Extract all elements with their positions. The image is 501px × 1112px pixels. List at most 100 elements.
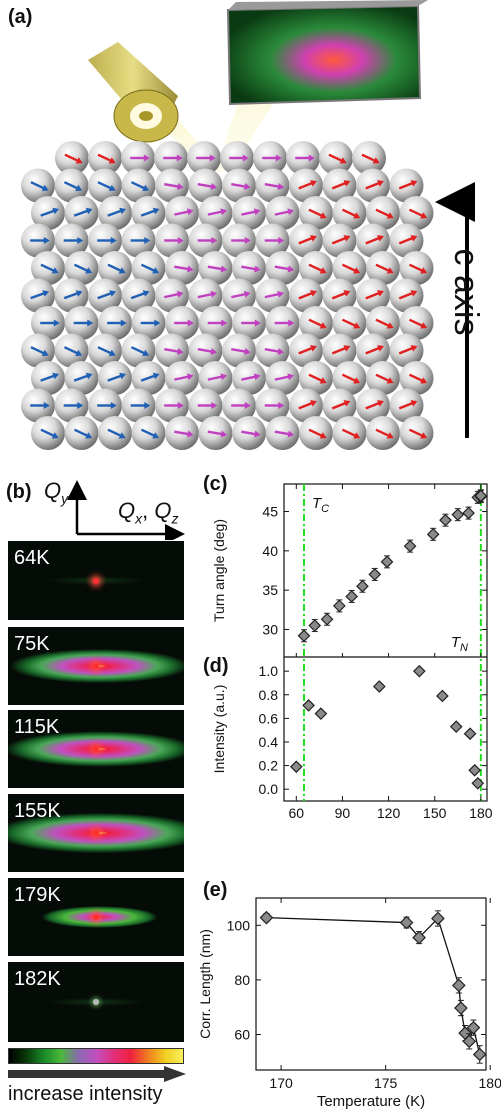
x-tick-label: 120 [377,805,401,820]
spin-site [121,388,156,423]
spin-site [64,361,99,395]
spin-site [98,416,132,450]
spin-arrow [331,236,348,245]
series-line [266,917,481,1055]
spin-arrow [241,375,257,381]
data-point [412,664,426,678]
spin-arrow [361,153,377,163]
spin-site [332,196,367,230]
spin-site [88,333,122,368]
spin-arrow [408,263,425,273]
panel-label-c: (c) [203,473,228,495]
spin-arrow [174,430,190,436]
spin-site [299,416,333,450]
spin-arrow [231,182,247,189]
spin-site [399,196,434,230]
data-point [462,506,475,520]
x-tick-label: 170 [269,1075,293,1091]
diffraction-tile: 155K [8,794,184,872]
spin-site [356,333,390,368]
spin-site [21,168,55,203]
spin-arrow [130,346,147,355]
spin-arrow [274,430,291,436]
spin-site [31,416,65,450]
spin-arrow [331,181,348,190]
spin-site [356,168,390,203]
xray-source-cone [88,42,179,143]
spin-arrow [207,375,224,381]
spin-site [54,168,89,203]
spin-arrow [107,263,123,273]
spin-arrow [63,291,80,300]
data-point [471,776,485,790]
spin-site [31,306,65,340]
data-point [472,1047,487,1062]
spin-site [366,196,400,230]
correlation-length-chart: 60 80 100 170 175 180 Corr. Length (nm) Tempera… [197,897,501,1110]
spin-site [165,251,199,285]
x-tick-label: 90 [335,805,351,820]
spin-site [289,168,323,203]
spin-site [165,416,199,450]
y-tick-label: 60 [234,1027,250,1043]
spin-site [31,361,65,395]
tc-label: TC [312,495,329,515]
c-axis-label: c axis [447,248,485,336]
spin-site [188,278,223,313]
spin-arrow [197,182,214,189]
x-tick-label: 60 [289,805,305,820]
spin-arrow [207,430,224,436]
spin-arrow [73,209,90,217]
data-point [451,978,466,993]
spin-site [121,168,156,203]
spin-arrow [197,347,214,354]
spin-site [366,251,400,285]
spin-arrow [331,346,348,355]
spin-site [265,416,300,450]
data-point [380,555,394,569]
spin-arrow [398,236,415,245]
panel-label-e: (e) [203,879,228,901]
spin-arrow [174,265,190,271]
spin-site [155,388,189,423]
temperature-label: 64K [14,547,50,569]
spin-site [253,141,287,175]
spin-arrow [107,374,123,382]
data-point [368,568,382,581]
spin-arrow [231,292,247,299]
spin-site [322,388,357,423]
spin-arrow [365,236,381,245]
spin-site [255,168,290,203]
spin-site [389,388,424,423]
spin-arrow [341,428,358,438]
spin-arrow [40,209,56,217]
spin-site [222,223,256,258]
spin-site [299,361,333,395]
data-point [436,689,449,703]
spin-site [319,141,353,175]
spin-arrow [73,374,90,382]
data-point [462,1034,477,1049]
spin-arrow [140,263,157,273]
y-axis-title-d: Intensity (a.u.) [211,685,227,774]
y-axis-title-c: Turn angle (deg) [211,519,227,622]
spin-site [289,388,323,423]
diffraction-tile: 115K [8,710,184,788]
spin-site [131,306,166,340]
spin-arrow [63,181,80,190]
spin-site [222,278,256,313]
spin-site [356,278,390,313]
spin-arrow [30,291,46,300]
spin-arrow [375,373,391,383]
spin-arrow [264,292,281,299]
spin-arrow [40,374,56,382]
bragg-spot [93,830,99,836]
spin-arrow [274,210,291,216]
spin-arrow [398,346,415,355]
spin-arrow [64,153,80,163]
spin-arrow [30,181,46,190]
spin-site [352,141,386,175]
temperature-label: 115K [14,716,60,738]
spin-arrow [341,263,358,273]
spin-arrow [241,430,257,436]
